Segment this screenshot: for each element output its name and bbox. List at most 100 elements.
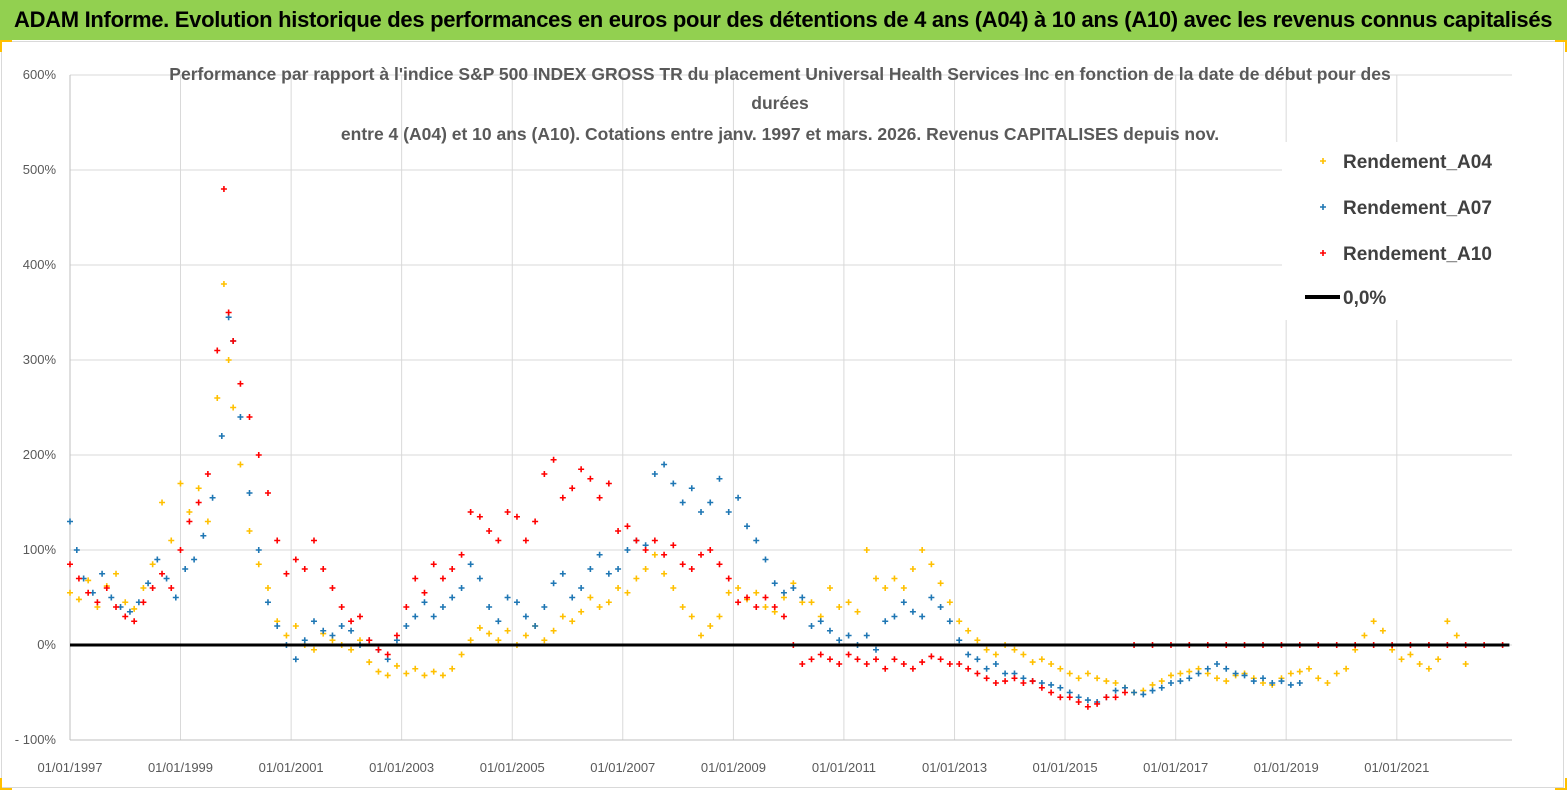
rendement-a04-point [587, 594, 594, 601]
rendement-a04-point [688, 613, 695, 620]
rendement-a10-point [85, 589, 92, 596]
rendement-a10-point [688, 566, 695, 572]
rendement-a04-point [522, 632, 529, 639]
x-tick-label: 01/01/2021 [1364, 760, 1429, 775]
rendement-a04-point [624, 589, 631, 596]
rendement-a10-point [246, 414, 253, 420]
frame-corner [1555, 40, 1567, 52]
rendement-a10-point [140, 599, 147, 606]
rendement-a10-point [94, 599, 101, 606]
rendement-a07-point [209, 494, 216, 501]
rendement-a07-point [1084, 697, 1091, 704]
rendement-a10-point [808, 656, 815, 663]
rendement-a07-point [532, 623, 539, 629]
rendement-a10-point [403, 604, 410, 610]
rendement-a07-point [670, 480, 677, 487]
rendement-a07-point [1057, 684, 1064, 691]
rendement-a10-point [891, 656, 898, 663]
rendement-a04-point [495, 637, 502, 644]
rendement-a10-point [1075, 699, 1082, 705]
rendement-a10-point [826, 656, 833, 663]
rendement-a10-point [863, 661, 870, 667]
rendement-a10-point [467, 509, 474, 515]
rendement-a10-point [204, 471, 211, 477]
rendement-a10-point [836, 661, 843, 667]
rendement-a07-point [1204, 665, 1211, 672]
rendement-a10-point [651, 537, 658, 544]
legend-label: Rendement_A04 [1343, 152, 1492, 173]
rendement-a10-point [348, 618, 355, 625]
rendement-a04-point [1020, 651, 1027, 658]
rendement-a07-point [817, 618, 824, 625]
rendement-a07-point [688, 485, 695, 492]
rendement-a04-point [605, 599, 612, 606]
rendement-a10-point [762, 594, 769, 601]
rendement-a10-point [113, 604, 120, 610]
rendement-a10-point [679, 561, 686, 568]
rendement-a07-point [937, 604, 944, 610]
rendement-a07-point [163, 575, 170, 582]
rendement-a07-point [476, 575, 483, 582]
rendement-a04-point [204, 518, 211, 525]
rendement-a07-point [1158, 684, 1165, 691]
rendement-a04-point [310, 646, 317, 653]
rendement-a07-point [992, 661, 999, 667]
rendement-a07-point [329, 632, 336, 639]
rendement-a04-point [863, 547, 870, 553]
rendement-a07-point [928, 594, 935, 601]
chart-title-line: entre 4 (A04) et 10 ans (A10). Cotations… [341, 124, 1219, 144]
rendement-a10-point [220, 186, 227, 192]
rendement-a07-point [882, 618, 889, 625]
rendement-a10-point [214, 347, 221, 354]
rendement-a10-point [225, 309, 232, 316]
rendement-a04-point [956, 618, 963, 625]
rendement-a10-point [522, 537, 529, 544]
rendement-a07-point [495, 618, 502, 625]
rendement-a04-point [615, 585, 622, 591]
rendement-a04-point [753, 589, 760, 596]
rendement-a07-point [310, 618, 317, 625]
rendement-a10-point [624, 523, 631, 530]
rendement-a04-point [195, 485, 202, 492]
rendement-a04-point [1425, 665, 1432, 672]
rendement-a10-point [421, 589, 428, 596]
rendement-a07-point [624, 547, 631, 553]
y-tick-label: 400% [23, 257, 57, 272]
rendement-a04-point [1066, 670, 1073, 677]
rendement-a04-point [476, 624, 483, 631]
rendement-a07-point [661, 461, 668, 468]
rendement-a04-point [214, 395, 221, 401]
rendement-a10-point [1066, 694, 1073, 701]
rendement-a04-point [283, 632, 290, 639]
rendement-a07-point [651, 471, 658, 477]
rendement-a10-point [559, 494, 566, 501]
x-tick-label: 01/01/2017 [1143, 760, 1208, 775]
rendement-a04-point [246, 528, 253, 534]
rendement-a10-point [329, 585, 336, 591]
rendement-a04-point [707, 623, 714, 629]
rendement-a10-point [799, 661, 806, 667]
rendement-a07-point [909, 608, 916, 615]
legend-label: Rendement_A07 [1343, 198, 1492, 219]
rendement-a07-point [430, 613, 437, 620]
rendement-a07-point [946, 618, 953, 625]
rendement-a10-point [264, 490, 271, 496]
legend-box [1282, 142, 1512, 320]
rendement-a04-point [449, 665, 456, 672]
rendement-a04-point [264, 585, 271, 591]
rendement-a07-point [522, 613, 529, 620]
y-tick-label: 600% [23, 67, 57, 82]
frame-corner [0, 40, 12, 52]
rendement-a07-point [1214, 661, 1220, 667]
rendement-a10-point [670, 542, 677, 549]
rendement-a10-point [439, 575, 446, 582]
rendement-a07-point [872, 646, 879, 653]
rendement-a07-point [1048, 681, 1055, 688]
rendement-a04-point [965, 627, 972, 634]
rendement-a10-point [771, 604, 778, 610]
rendement-a07-point [1186, 675, 1193, 682]
rendement-a04-point [412, 665, 419, 672]
rendement-a04-point [1416, 661, 1423, 667]
rendement-a04-point [882, 585, 889, 591]
rendement-a07-point [845, 632, 852, 639]
